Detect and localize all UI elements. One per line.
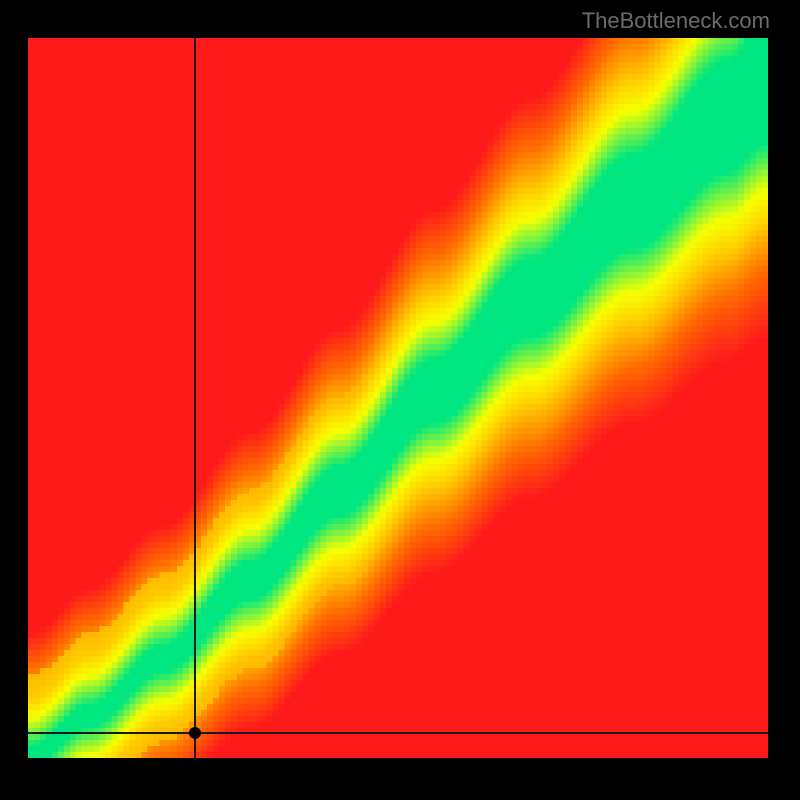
watermark-text: TheBottleneck.com [582, 8, 770, 34]
heatmap-plot-area [28, 38, 768, 758]
heatmap-canvas [28, 38, 768, 758]
crosshair-marker-dot [189, 727, 201, 739]
crosshair-horizontal-line [28, 732, 768, 734]
crosshair-vertical-line [194, 38, 196, 758]
